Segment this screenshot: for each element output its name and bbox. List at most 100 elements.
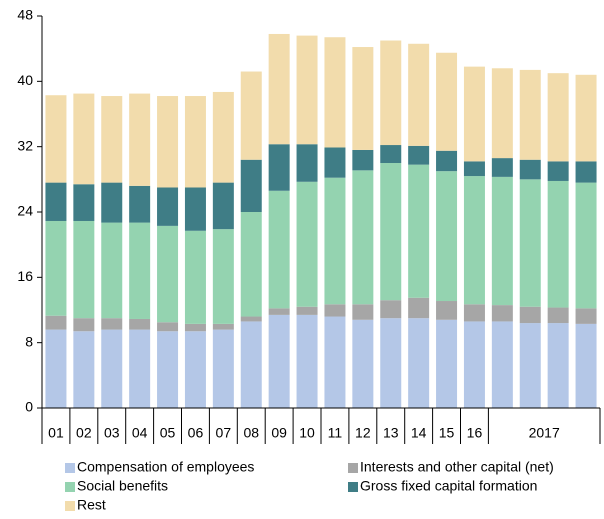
x-tick-label: 14 <box>411 425 427 441</box>
bar-segment <box>380 163 402 301</box>
y-tick-label: 48 <box>17 7 33 23</box>
bar-segment <box>184 187 206 231</box>
bar-segment <box>129 93 151 186</box>
bar-segment <box>73 220 95 319</box>
legend-swatch <box>65 482 75 492</box>
bar-segment <box>212 182 234 230</box>
legend-label: Interests and other capital (net) <box>360 459 554 475</box>
x-tick-label: 12 <box>355 425 371 441</box>
bar-segment <box>101 222 123 319</box>
bar-segment <box>519 323 541 408</box>
bar-segment <box>436 171 458 302</box>
bar-segment <box>575 323 597 408</box>
bar-segment <box>491 305 513 322</box>
bar-segment <box>240 321 262 408</box>
bar-segment <box>212 229 234 324</box>
bar-segment <box>296 314 318 408</box>
bar-segment <box>380 40 402 146</box>
bar-segment <box>575 161 597 183</box>
bar-segment <box>268 308 290 315</box>
bar-segment <box>575 74 597 162</box>
bar-segment <box>101 329 123 408</box>
x-tick-label: 06 <box>188 425 204 441</box>
bar-segment <box>268 190 290 309</box>
y-tick-label: 8 <box>25 333 33 349</box>
bar-segment <box>268 144 290 191</box>
bar-segment <box>324 177 346 305</box>
legend-label: Compensation of employees <box>77 459 254 475</box>
bar-segment <box>45 182 67 221</box>
x-tick-label: 02 <box>76 425 92 441</box>
bar-segment <box>157 96 179 188</box>
bar-segment <box>240 212 262 317</box>
bar-segment <box>129 185 151 223</box>
bar-segment <box>519 159 541 180</box>
x-tick-label: 01 <box>48 425 64 441</box>
bar-segment <box>45 329 67 408</box>
bar-segment <box>408 318 430 408</box>
bar-segment <box>45 220 67 316</box>
legend-swatch <box>348 463 358 473</box>
bar-segment <box>73 318 95 332</box>
bar-segment <box>380 318 402 408</box>
x-tick-label: 09 <box>271 425 287 441</box>
bar-segment <box>380 145 402 163</box>
bar-segment <box>352 47 374 150</box>
bar-segment <box>45 95 67 183</box>
legend-swatch <box>348 482 358 492</box>
bar-segment <box>184 323 206 332</box>
x-tick-label: 11 <box>328 425 343 441</box>
bar-segment <box>296 35 318 145</box>
bar-segment <box>240 316 262 322</box>
bar-segment <box>408 164 430 298</box>
bar-segment <box>157 187 179 226</box>
bar-segment <box>463 161 485 177</box>
x-tick-label: 07 <box>216 425 232 441</box>
bar-segment <box>547 307 569 324</box>
bar-segment <box>296 144 318 182</box>
bar-segment <box>575 308 597 324</box>
bar-segment <box>575 182 597 309</box>
bar-segment <box>519 306 541 324</box>
bar-segment <box>324 37 346 148</box>
bar-segment <box>519 179 541 307</box>
x-tick-label: 05 <box>160 425 176 441</box>
bar-segment <box>352 149 374 171</box>
bar-segment <box>436 150 458 172</box>
y-tick-label: 32 <box>17 137 33 153</box>
x-tick-label: 13 <box>383 425 399 441</box>
bar-segment <box>547 180 569 308</box>
bar-segment <box>408 297 430 319</box>
bar-segment <box>547 73 569 162</box>
bar-segment <box>184 230 206 324</box>
x-tick-label: 04 <box>132 425 148 441</box>
bar-segment <box>380 300 402 319</box>
x-group-label: 2017 <box>529 425 560 441</box>
y-tick-label: 0 <box>25 399 33 415</box>
bar-segment <box>547 161 569 181</box>
bar-segment <box>296 306 318 315</box>
bar-segment <box>408 43 430 146</box>
x-tick-label: 10 <box>299 425 315 441</box>
bar-segment <box>73 331 95 408</box>
bar-segment <box>491 321 513 408</box>
x-tick-label: 03 <box>104 425 120 441</box>
bar-segment <box>519 69 541 160</box>
bar-segment <box>157 331 179 408</box>
x-tick-label: 16 <box>467 425 483 441</box>
bar-segment <box>547 323 569 408</box>
bar-segment <box>240 159 262 212</box>
bar-segment <box>212 91 234 183</box>
legend-label: Rest <box>77 497 106 513</box>
bar-segment <box>491 68 513 159</box>
bar-segment <box>352 319 374 408</box>
bar-segment <box>463 304 485 322</box>
bar-segment <box>129 222 151 319</box>
bar-segment <box>129 329 151 408</box>
y-tick-label: 24 <box>17 203 33 219</box>
bar-segment <box>463 176 485 305</box>
bar-segment <box>324 147 346 178</box>
legend-swatch <box>65 463 75 473</box>
bar-segment <box>101 318 123 330</box>
bar-segment <box>436 319 458 408</box>
